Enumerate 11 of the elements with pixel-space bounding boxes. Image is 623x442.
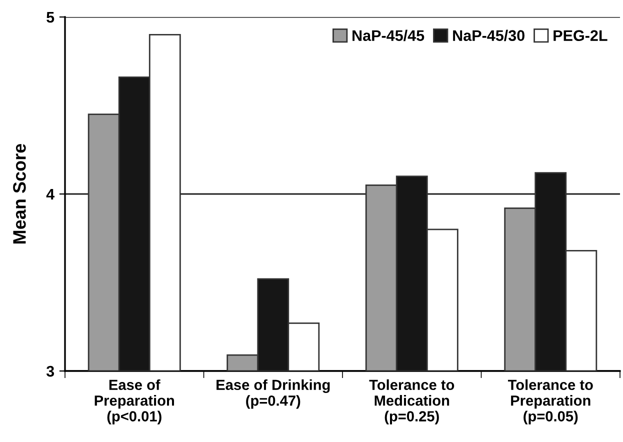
y-tick-label: 3	[46, 366, 54, 377]
legend-label: PEG-2L	[554, 30, 608, 41]
legend-label: NaP-45/30	[453, 30, 524, 42]
y-tick-label: 4	[46, 189, 54, 200]
legend-label: NaP-45/45	[352, 30, 424, 42]
x-tick-label: Tolerance to Preparation (p=0.05)	[508, 379, 593, 424]
x-tick-label: Ease of Drinking (p=0.47)	[216, 379, 330, 409]
y-tick-label: 5	[46, 12, 54, 23]
y-axis-title: Mean Score	[13, 144, 26, 244]
x-tick-label: Ease of Preparation (p<0.01)	[94, 379, 174, 424]
x-tick-label: Tolerance to Medication (p=0.25)	[369, 379, 454, 424]
